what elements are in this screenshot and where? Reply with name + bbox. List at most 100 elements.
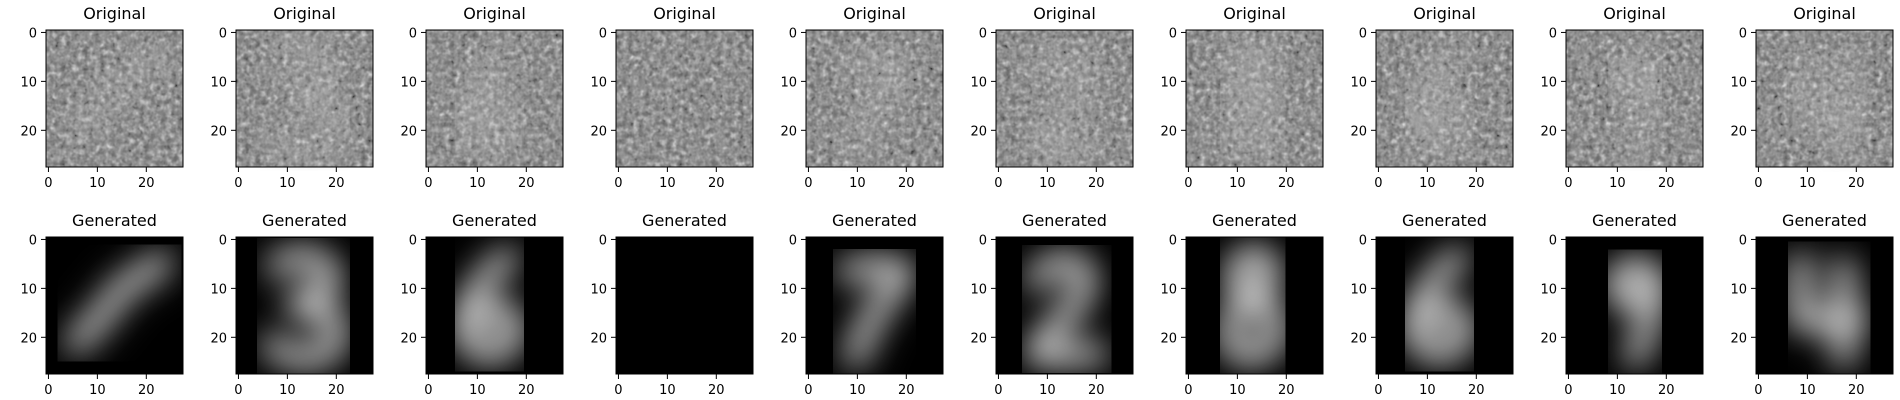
y-tick-label: 10: [1160, 75, 1177, 90]
generated-panel-title: Generated: [1022, 211, 1107, 230]
generated-panel-9: Generated 0 0 10 10 20 20: [1540, 211, 1704, 398]
x-tick-label: 20: [138, 383, 155, 398]
x-tick-label: 10: [1039, 383, 1056, 398]
y-tick-label: 0: [789, 26, 797, 41]
generated-panel-10: Generated 0 0 10 10 20 20: [1730, 211, 1894, 398]
y-tick-label: 20: [590, 331, 607, 346]
generated-panel-8: Generated 0 0 10 10 20 20: [1350, 211, 1514, 398]
original-panel-2: Original 0 0 10 10 20 20: [210, 4, 374, 191]
y-tick-label: 10: [590, 282, 607, 297]
x-tick-label: 0: [994, 383, 1002, 398]
original-digit-stroke: [1223, 43, 1283, 154]
y-tick-label: 20: [400, 124, 417, 139]
x-tick-label: 20: [1278, 383, 1295, 398]
x-tick-label: 20: [328, 176, 345, 191]
x-tick-label: 10: [659, 176, 676, 191]
y-tick-label: 10: [210, 75, 227, 90]
original-digit-stroke: [1793, 48, 1866, 159]
x-tick-label: 10: [1609, 383, 1626, 398]
x-tick-label: 0: [1564, 176, 1572, 191]
y-tick-label: 20: [1730, 331, 1747, 346]
x-tick-label: 0: [804, 176, 812, 191]
x-tick-label: 10: [1419, 383, 1436, 398]
x-tick-label: 10: [1609, 176, 1626, 191]
x-tick-label: 0: [424, 383, 432, 398]
x-tick-label: 0: [234, 176, 242, 191]
original-panel-title: Original: [1793, 4, 1856, 23]
y-tick-label: 0: [219, 26, 227, 41]
x-tick-label: 10: [469, 383, 486, 398]
y-tick-label: 20: [780, 331, 797, 346]
axes-frame: [805, 29, 944, 168]
generated-digit-stroke: [1219, 246, 1287, 365]
y-tick-label: 10: [1730, 282, 1747, 297]
original-panel-title: Original: [1603, 4, 1666, 23]
x-tick-label: 10: [1799, 383, 1816, 398]
y-tick-label: 20: [1540, 124, 1557, 139]
x-tick-label: 0: [994, 176, 1002, 191]
y-tick-label: 0: [1739, 233, 1747, 248]
x-tick-label: 20: [518, 176, 535, 191]
x-tick-label: 0: [1374, 383, 1382, 398]
y-tick-label: 0: [789, 233, 797, 248]
x-tick-label: 0: [44, 176, 52, 191]
y-tick-label: 0: [1359, 26, 1367, 41]
axes-frame: [45, 29, 184, 168]
x-tick-label: 0: [44, 383, 52, 398]
generated-panel-5: Generated 0 0 10 10 20 20: [780, 211, 944, 398]
y-tick-label: 20: [1540, 331, 1557, 346]
y-tick-label: 0: [599, 233, 607, 248]
y-tick-label: 0: [29, 26, 37, 41]
x-tick-label: 0: [1184, 383, 1192, 398]
x-tick-label: 10: [279, 383, 296, 398]
x-tick-label: 20: [1848, 383, 1865, 398]
axes-frame: [1185, 236, 1324, 375]
y-tick-label: 10: [1160, 282, 1177, 297]
generated-digit-stroke: [454, 246, 525, 363]
original-digit-stroke: [263, 44, 343, 157]
axes-frame: [995, 236, 1134, 375]
y-tick-label: 0: [1739, 26, 1747, 41]
y-tick-label: 10: [1540, 282, 1557, 297]
x-tick-label: 0: [804, 383, 812, 398]
original-panel-10: Original 0 0 10 10 20 20: [1730, 4, 1894, 191]
x-tick-label: 20: [518, 383, 535, 398]
original-panel-9: Original 0 0 10 10 20 20: [1540, 4, 1704, 191]
y-tick-label: 10: [1540, 75, 1557, 90]
x-tick-label: 0: [614, 383, 622, 398]
y-tick-label: 20: [400, 331, 417, 346]
y-tick-label: 10: [20, 75, 37, 90]
y-tick-label: 0: [979, 233, 987, 248]
original-panel-1: Original 0 0 10 10 20 20: [20, 4, 184, 191]
y-tick-label: 0: [219, 233, 227, 248]
x-tick-label: 20: [898, 383, 915, 398]
generated-digit-stroke: [834, 257, 915, 370]
original-panel-5: Original 0 0 10 10 20 20: [780, 4, 944, 191]
x-tick-label: 10: [469, 176, 486, 191]
y-tick-label: 0: [29, 233, 37, 248]
axes-frame: [425, 29, 564, 168]
y-tick-label: 20: [20, 124, 37, 139]
generated-panel-2: Generated 0 0 10 10 20 20: [210, 211, 374, 398]
axes-frame: [995, 29, 1134, 168]
x-tick-label: 10: [849, 176, 866, 191]
x-tick-label: 0: [234, 383, 242, 398]
x-tick-label: 0: [1184, 176, 1192, 191]
generated-panel-1: Generated 0 0 10 10 20 20: [20, 211, 184, 398]
original-panel-7: Original 0 0 10 10 20 20: [1160, 4, 1324, 191]
axes-frame: [805, 236, 944, 375]
original-panel-title: Original: [273, 4, 336, 23]
y-tick-label: 20: [1160, 124, 1177, 139]
y-tick-label: 10: [210, 282, 227, 297]
axes-frame: [1565, 236, 1704, 375]
axes-frame: [1375, 236, 1514, 375]
generated-digit-stroke: [1789, 251, 1870, 370]
axes-frame: [1755, 29, 1894, 168]
y-tick-label: 10: [1350, 75, 1367, 90]
original-digit-stroke: [1028, 49, 1106, 154]
generated-panel-title: Generated: [452, 211, 537, 230]
original-digit-stroke: [1609, 54, 1661, 159]
generated-image: [1756, 237, 1893, 374]
original-panel-title: Original: [1223, 4, 1286, 23]
original-panel-title: Original: [1413, 4, 1476, 23]
